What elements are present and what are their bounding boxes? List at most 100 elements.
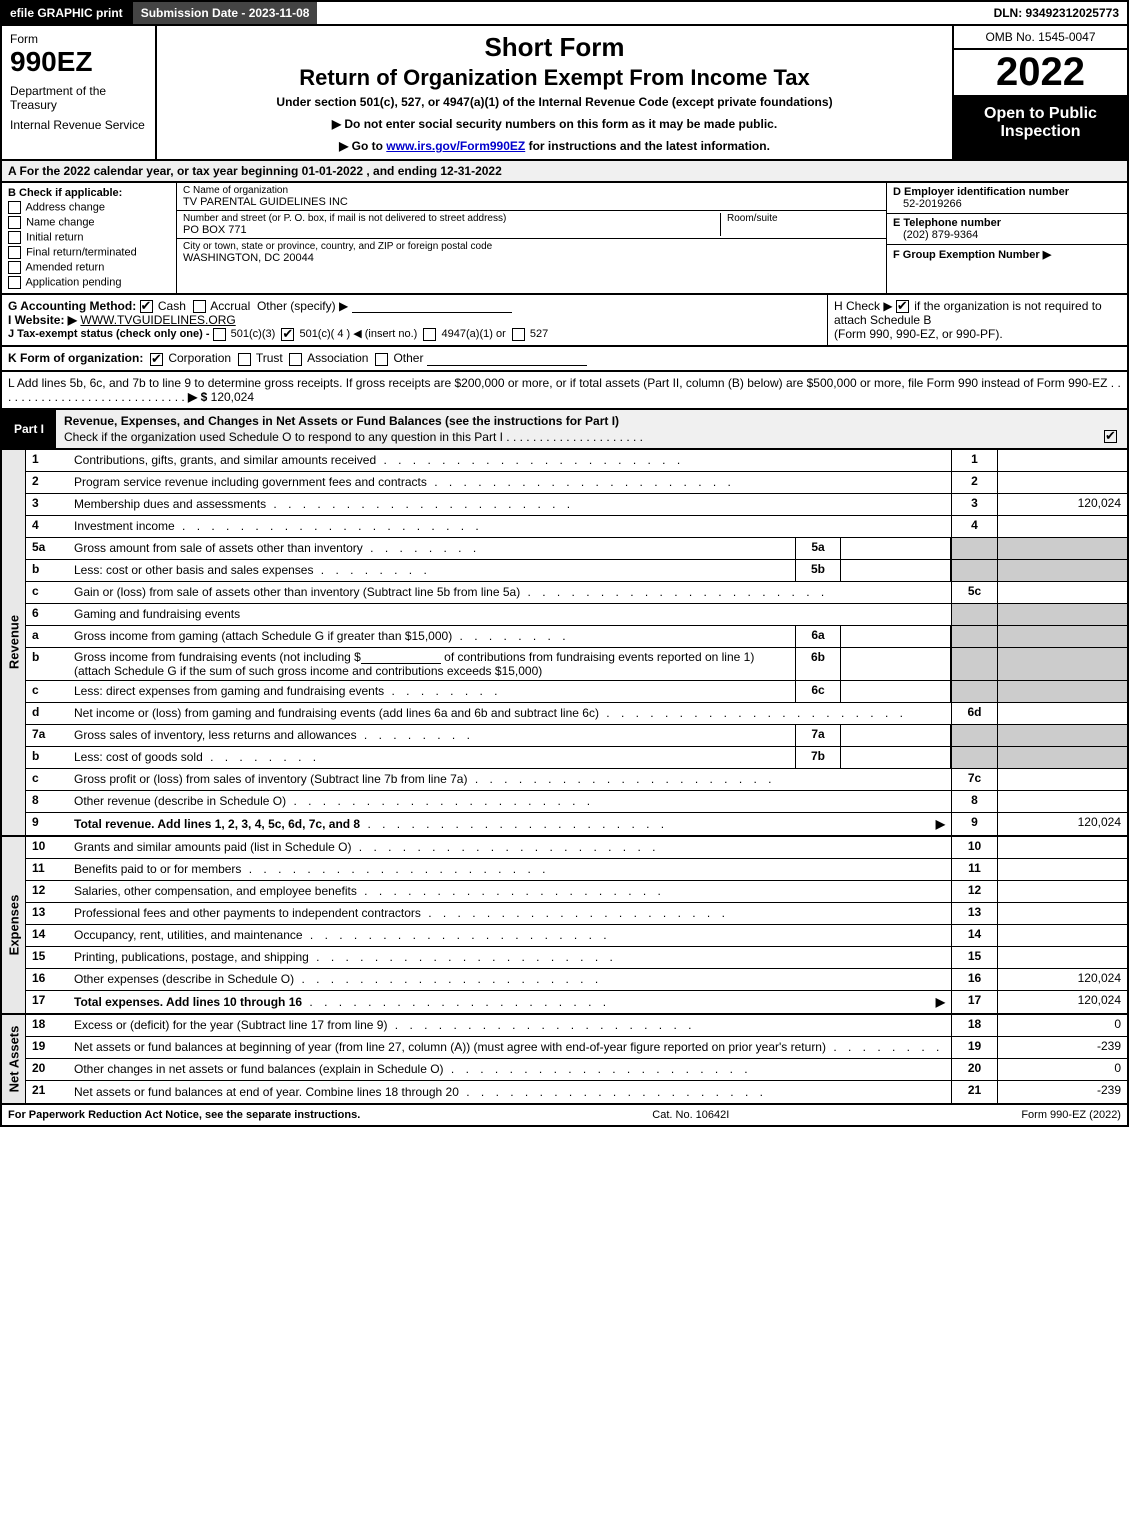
line-num: 20	[26, 1059, 68, 1080]
d-ein-val: 52-2019266	[893, 198, 1121, 210]
table-row: 21Net assets or fund balances at end of …	[26, 1081, 1127, 1103]
mini-num: 6b	[795, 648, 841, 680]
table-row: 13Professional fees and other payments t…	[26, 903, 1127, 925]
line-num: 4	[26, 516, 68, 537]
g-cash: Cash	[158, 299, 186, 313]
revenue-table: Revenue 1Contributions, gifts, grants, a…	[0, 450, 1129, 837]
row-l: L Add lines 5b, 6c, and 7b to line 9 to …	[0, 372, 1129, 410]
table-row: 15Printing, publications, postage, and s…	[26, 947, 1127, 969]
form-title: Return of Organization Exempt From Incom…	[165, 65, 944, 91]
line-desc: Occupancy, rent, utilities, and maintena…	[68, 925, 951, 946]
table-row: cGain or (loss) from sale of assets othe…	[26, 582, 1127, 604]
form-header: Form 990EZ Department of the Treasury In…	[0, 26, 1129, 161]
side-label-expenses: Expenses	[2, 837, 26, 1013]
line-value: 120,024	[997, 991, 1127, 1013]
j-o2: 501(c)( 4 ) ◀ (insert no.)	[299, 328, 417, 340]
g-other-input[interactable]	[352, 299, 512, 313]
line-num: 5a	[26, 538, 68, 559]
line-num: 17	[26, 991, 68, 1013]
shade-cell	[997, 648, 1127, 680]
checkbox-icon[interactable]	[8, 216, 21, 229]
checkbox-icon[interactable]	[8, 276, 21, 289]
checkbox-icon[interactable]	[896, 300, 909, 313]
shade-cell	[997, 604, 1127, 625]
table-row: 1Contributions, gifts, grants, and simil…	[26, 450, 1127, 472]
k-other-input[interactable]	[427, 352, 587, 366]
shade-cell	[951, 626, 997, 647]
table-row: 16Other expenses (describe in Schedule O…	[26, 969, 1127, 991]
line-colnum: 6d	[951, 703, 997, 724]
table-row: 19Net assets or fund balances at beginni…	[26, 1037, 1127, 1059]
c-city-label: City or town, state or province, country…	[183, 241, 880, 252]
mini-val	[841, 681, 951, 702]
checkbox-icon[interactable]	[375, 353, 388, 366]
table-row: bLess: cost or other basis and sales exp…	[26, 560, 1127, 582]
box-b-opt-0: Address change	[8, 201, 170, 214]
table-row: 14Occupancy, rent, utilities, and mainte…	[26, 925, 1127, 947]
checkbox-icon[interactable]	[8, 231, 21, 244]
line-desc: Other revenue (describe in Schedule O) .…	[68, 791, 951, 812]
page-footer: For Paperwork Reduction Act Notice, see …	[0, 1105, 1129, 1127]
row-k: K Form of organization: Corporation Trus…	[0, 347, 1129, 371]
line-value	[997, 925, 1127, 946]
line-desc: Grants and similar amounts paid (list in…	[68, 837, 951, 858]
table-row: dNet income or (loss) from gaming and fu…	[26, 703, 1127, 725]
mini-num: 7b	[795, 747, 841, 768]
expenses-table: Expenses 10Grants and similar amounts pa…	[0, 837, 1129, 1015]
line-num: 14	[26, 925, 68, 946]
opt-text: Address change	[25, 201, 105, 213]
checkbox-icon[interactable]	[193, 300, 206, 313]
open-to-public: Open to Public Inspection	[954, 97, 1127, 159]
line-value: 120,024	[997, 813, 1127, 835]
g-label: G Accounting Method:	[8, 299, 136, 313]
line-num: 13	[26, 903, 68, 924]
checkbox-icon[interactable]	[150, 353, 163, 366]
row-a-tax-year: A For the 2022 calendar year, or tax yea…	[0, 161, 1129, 183]
box-b-opt-3: Final return/terminated	[8, 246, 170, 259]
line-desc: Contributions, gifts, grants, and simila…	[68, 450, 951, 471]
line-desc: Net assets or fund balances at beginning…	[68, 1037, 951, 1058]
checkbox-icon[interactable]	[140, 300, 153, 313]
checkbox-icon[interactable]	[281, 328, 294, 341]
table-row: 18Excess or (deficit) for the year (Subt…	[26, 1015, 1127, 1037]
checkbox-icon[interactable]	[238, 353, 251, 366]
line-desc: Less: cost or other basis and sales expe…	[68, 560, 795, 581]
line-colnum: 15	[951, 947, 997, 968]
e-tel-label: E Telephone number	[893, 217, 1001, 229]
line-desc: Investment income . . . . . . . . . . . …	[68, 516, 951, 537]
c-room-label: Room/suite	[727, 213, 880, 224]
checkbox-icon[interactable]	[213, 328, 226, 341]
line-desc: Membership dues and assessments . . . . …	[68, 494, 951, 515]
form-right-block: OMB No. 1545-0047 2022 Open to Public In…	[952, 26, 1127, 159]
line-desc: Gaming and fundraising events	[68, 604, 951, 625]
side-label-text: Revenue	[6, 615, 21, 669]
side-label-revenue: Revenue	[2, 450, 26, 835]
j-label: J Tax-exempt status (check only one) -	[8, 328, 213, 340]
goto-post: for instructions and the latest informat…	[529, 139, 770, 153]
table-row: aGross income from gaming (attach Schedu…	[26, 626, 1127, 648]
org-city: WASHINGTON, DC 20044	[183, 252, 880, 264]
checkbox-icon[interactable]	[1104, 430, 1117, 443]
line-value: -239	[997, 1037, 1127, 1058]
line-value	[997, 837, 1127, 858]
checkbox-icon[interactable]	[512, 328, 525, 341]
l-arrow: ▶ $	[188, 390, 207, 404]
i-website[interactable]: WWW.TVGUIDELINES.ORG	[80, 313, 235, 327]
checkbox-icon[interactable]	[423, 328, 436, 341]
checkbox-icon[interactable]	[8, 246, 21, 259]
goto-link[interactable]: www.irs.gov/Form990EZ	[386, 139, 525, 153]
shade-cell	[997, 725, 1127, 746]
entity-info-block: B Check if applicable: Address change Na…	[0, 183, 1129, 295]
line-num: 15	[26, 947, 68, 968]
line-colnum: 3	[951, 494, 997, 515]
checkbox-icon[interactable]	[289, 353, 302, 366]
line-colnum: 16	[951, 969, 997, 990]
line-num: b	[26, 560, 68, 581]
checkbox-icon[interactable]	[8, 261, 21, 274]
ssn-warning: ▶ Do not enter social security numbers o…	[165, 117, 944, 131]
efile-label: efile GRAPHIC print	[2, 2, 131, 24]
checkbox-icon[interactable]	[8, 201, 21, 214]
footer-catno: Cat. No. 10642I	[652, 1109, 729, 1121]
row-g: G Accounting Method: Cash Accrual Other …	[2, 295, 827, 345]
line-value	[997, 769, 1127, 790]
